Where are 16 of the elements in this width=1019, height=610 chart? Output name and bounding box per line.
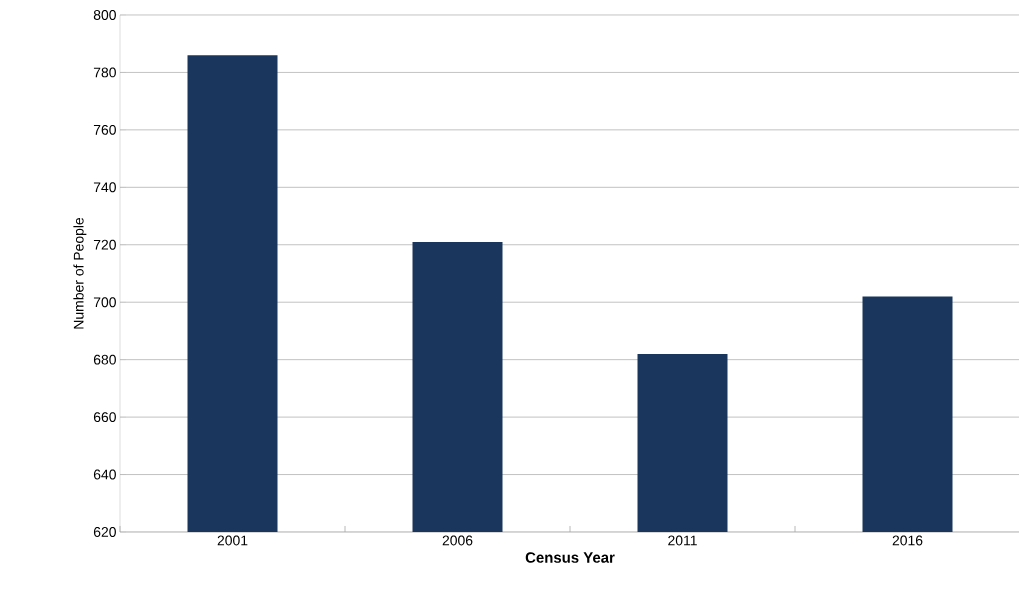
y-tick-label: 740: [93, 182, 116, 193]
y-tick-label: 720: [93, 239, 116, 250]
y-tick-label: 780: [93, 67, 116, 78]
y-tick-label: 660: [93, 412, 116, 423]
x-tick-label: 2016: [892, 535, 923, 546]
y-tick-label: 760: [93, 124, 116, 135]
y-tick-label: 800: [93, 10, 116, 20]
x-tick-label: 2006: [442, 535, 473, 546]
y-tick-label: 700: [93, 297, 116, 308]
x-tick-label: 2001: [217, 535, 248, 546]
y-tick-label: 640: [93, 469, 116, 480]
y-tick-label: 620: [93, 527, 116, 537]
x-axis-title: Census Year: [525, 552, 615, 563]
y-tick-label: 680: [93, 354, 116, 365]
x-tick-label: 2011: [668, 535, 697, 546]
y-axis-title: Number of People: [73, 217, 87, 329]
